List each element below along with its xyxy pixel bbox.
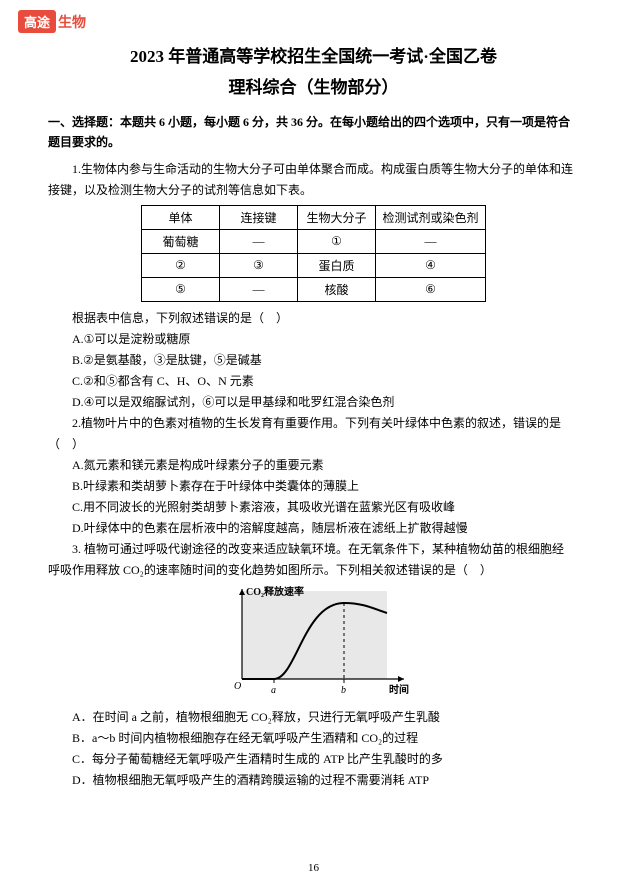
- table-cell: ②: [142, 253, 220, 277]
- brand-badge: 高途: [18, 10, 56, 33]
- q1-option-d: D.④可以是双缩脲试剂，⑥可以是甲基绿和吡罗红混合染色剂: [48, 392, 579, 413]
- brand-sub: 生物: [58, 12, 86, 32]
- brand-logo: 高途 生物: [18, 10, 86, 33]
- table-cell: 葡萄糖: [142, 229, 220, 253]
- q2-option-b: B.叶绿素和类胡萝卜素存在于叶绿体中类囊体的薄膜上: [48, 476, 579, 497]
- table-cell: 单体: [142, 205, 220, 229]
- page-number: 16: [0, 862, 627, 874]
- q3-option-a: A．在时间 a 之前，植物根细胞无 CO₂释放，只进行无氧呼吸产生乳酸: [48, 707, 579, 728]
- table-cell: 连接键: [220, 205, 298, 229]
- q2-option-a: A.氮元素和镁元素是构成叶绿素分子的重要元素: [48, 455, 579, 476]
- table-cell: —: [376, 229, 486, 253]
- x-axis-arrow: [398, 676, 404, 682]
- table-cell: —: [220, 277, 298, 301]
- q2-option-d: D.叶绿体中的色素在层析液中的溶解度越高，随层析液在滤纸上扩散得越慢: [48, 518, 579, 539]
- table-row: 单体 连接键 生物大分子 检测试剂或染色剂: [142, 205, 486, 229]
- table-row: ② ③ 蛋白质 ④: [142, 253, 486, 277]
- x-label: 时间: [389, 683, 409, 696]
- q1-option-a: A.①可以是淀粉或糖原: [48, 329, 579, 350]
- table-cell: 检测试剂或染色剂: [376, 205, 486, 229]
- q1-lead: 根据表中信息，下列叙述错误的是（ ）: [48, 308, 579, 329]
- table-cell: 蛋白质: [298, 253, 376, 277]
- table-cell: 生物大分子: [298, 205, 376, 229]
- q3-stem-line1: 3. 植物可通过呼吸代谢途径的改变来适应缺氧环境。在无氧条件下，某种植物幼苗的根…: [48, 539, 579, 560]
- y-label: CO₂释放速率: [246, 585, 304, 598]
- q1-table: 单体 连接键 生物大分子 检测试剂或染色剂 葡萄糖 — ① — ② ③ 蛋白质 …: [141, 205, 486, 302]
- q3-option-b: B．a～b 时间内植物根细胞存在经无氧呼吸产生酒精和 CO₂的过程: [48, 728, 579, 749]
- q3-stem-line2: 呼吸作用释放 CO₂的速率随时间的变化趋势如图所示。下列相关叙述错误的是（ ）: [48, 560, 579, 581]
- q3-chart: O a b 时间 CO₂释放速率: [48, 583, 579, 703]
- table-cell: ④: [376, 253, 486, 277]
- table-row: ⑤ — 核酸 ⑥: [142, 277, 486, 301]
- table-cell: ①: [298, 229, 376, 253]
- table-row: 葡萄糖 — ① —: [142, 229, 486, 253]
- table-cell: ⑤: [142, 277, 220, 301]
- q1-option-b: B.②是氨基酸，③是肽键，⑤是碱基: [48, 350, 579, 371]
- chart-bg: [242, 591, 387, 679]
- xtick-a: a: [271, 685, 276, 696]
- q2-option-c: C.用不同波长的光照射类胡萝卜素溶液，其吸收光谱在蓝紫光区有吸收峰: [48, 497, 579, 518]
- table-cell: 核酸: [298, 277, 376, 301]
- q3-option-d: D．植物根细胞无氧呼吸产生的酒精跨膜运输的过程不需要消耗 ATP: [48, 770, 579, 791]
- section-heading: 一、选择题：本题共 6 小题，每小题 6 分，共 36 分。在每小题给出的四个选…: [48, 112, 579, 153]
- doc-title-2: 理科综合（生物部分）: [48, 73, 579, 98]
- table-cell: ③: [220, 253, 298, 277]
- q1-stem-line2: 接键，以及检测生物大分子的试剂等信息如下表。: [48, 180, 579, 201]
- xtick-b: b: [341, 685, 346, 696]
- q1-stem-line1: 1.生物体内参与生命活动的生物大分子可由单体聚合而成。构成蛋白质等生物大分子的单…: [48, 159, 579, 180]
- table-cell: ⑥: [376, 277, 486, 301]
- chart-svg: O a b 时间 CO₂释放速率: [204, 583, 424, 703]
- origin-label: O: [234, 681, 241, 692]
- q3-option-c: C．每分子葡萄糖经无氧呼吸产生酒精时生成的 ATP 比产生乳酸时的多: [48, 749, 579, 770]
- q2-stem: 2.植物叶片中的色素对植物的生长发育有重要作用。下列有关叶绿体中色素的叙述，错误…: [48, 413, 579, 455]
- q1-option-c: C.②和⑤都含有 C、H、O、N 元素: [48, 371, 579, 392]
- doc-title-1: 2023 年普通高等学校招生全国统一考试·全国乙卷: [48, 42, 579, 67]
- table-cell: —: [220, 229, 298, 253]
